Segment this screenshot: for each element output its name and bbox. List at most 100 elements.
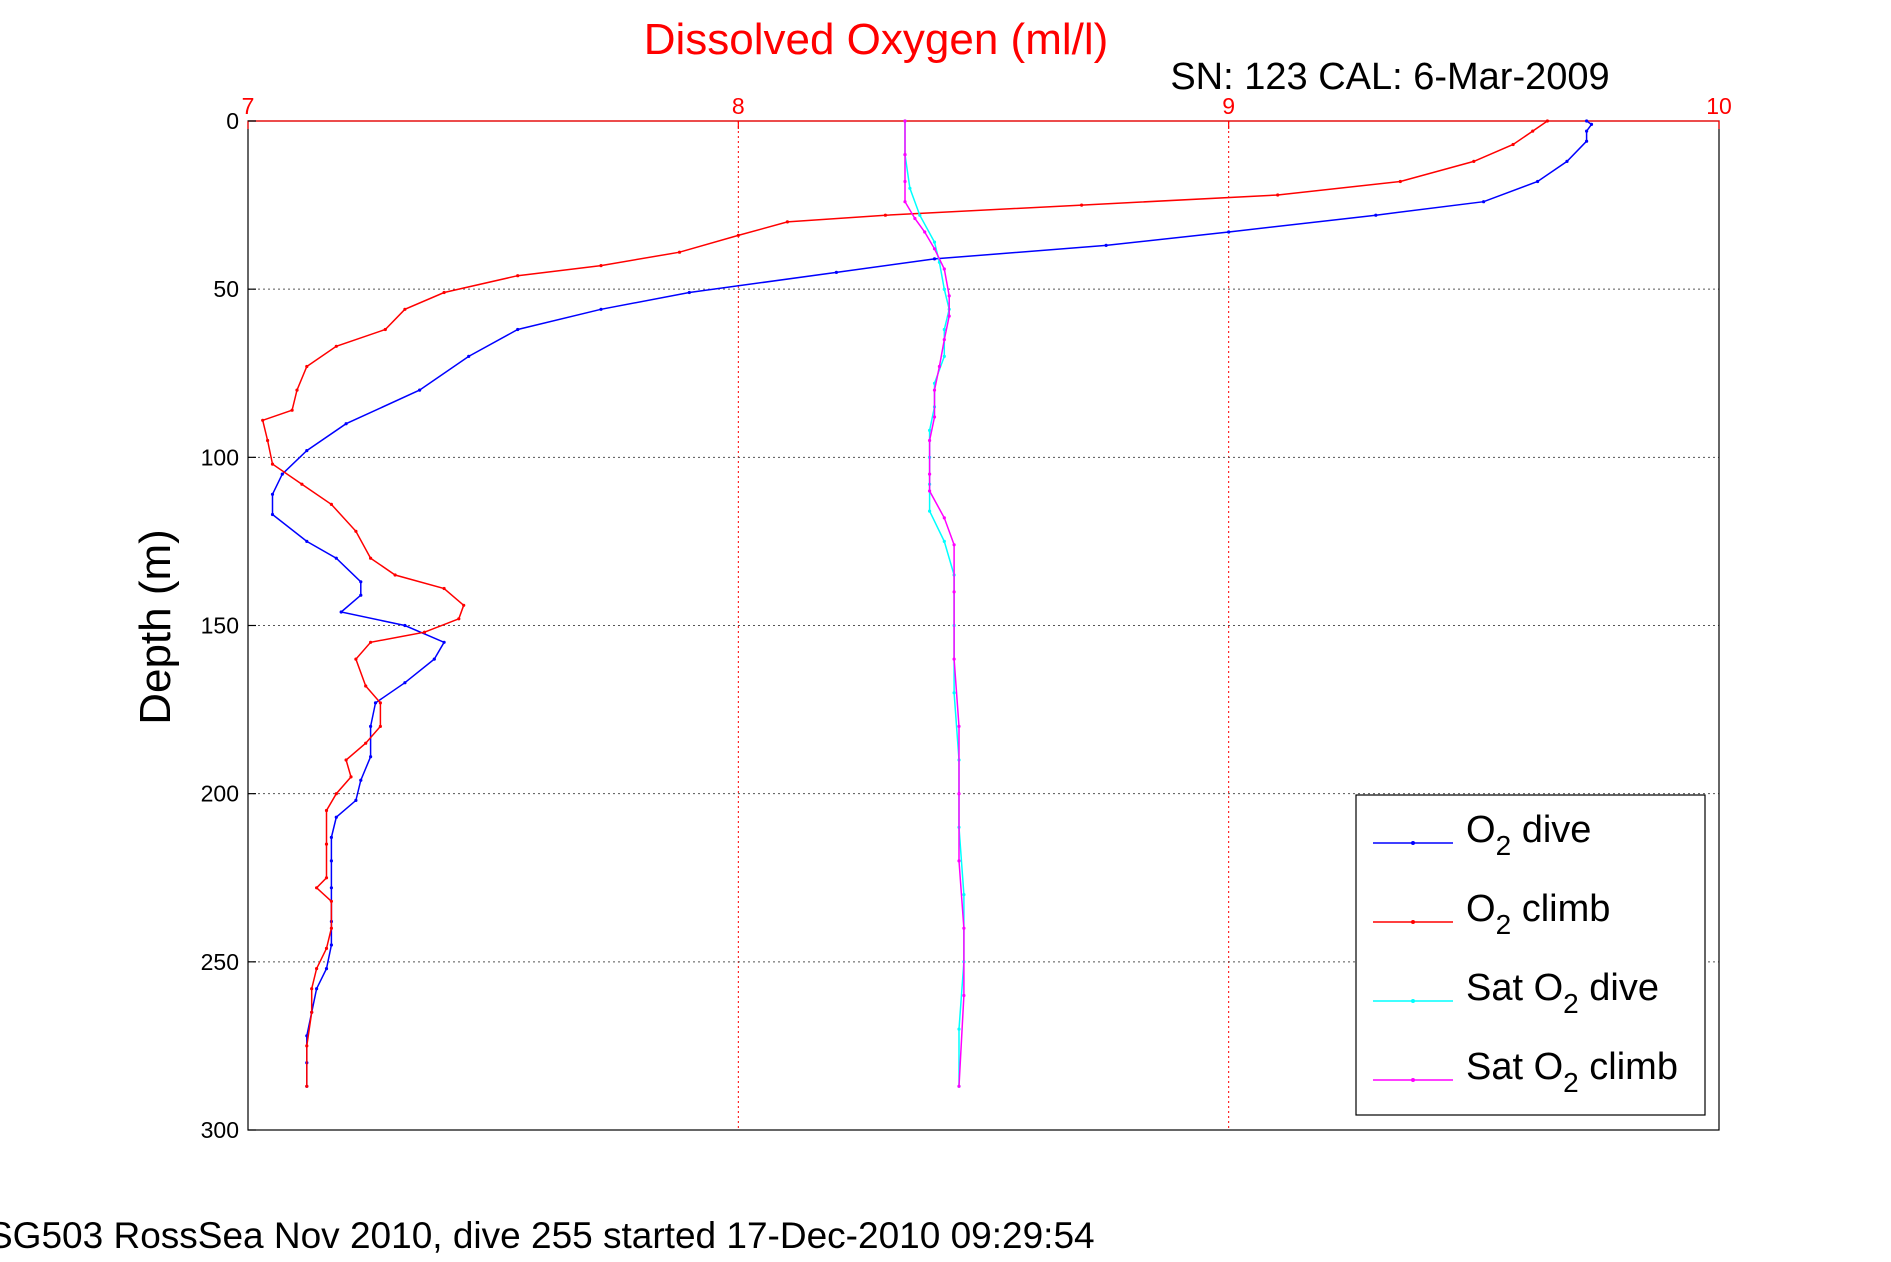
data-point [329,859,333,863]
data-point [467,354,471,358]
data-point [310,987,314,991]
data-point [942,338,946,342]
data-point [962,893,966,897]
data-point [1482,200,1486,204]
data-point [378,701,382,705]
data-point [957,792,961,796]
data-point [270,492,275,496]
data-point [942,516,946,520]
data-point [908,186,912,190]
data-point [947,294,951,298]
data-point [305,1084,309,1088]
data-point [418,388,422,392]
data-point [300,482,304,486]
data-point [359,580,363,584]
data-point [599,307,603,311]
data-point [928,428,932,432]
data-point [962,926,966,930]
series-3 [903,119,966,1088]
legend-label-rest: dive [1511,809,1591,851]
data-point [903,153,907,157]
data-point [334,815,338,819]
x-tick-label: 10 [1706,93,1732,119]
legend-swatch-marker [1411,841,1415,845]
y-axis-label: Depth (m) [131,529,180,725]
data-point [329,926,333,930]
series-1 [261,119,1549,1088]
chart-subtitle: SN: 123 CAL: 6-Mar-2009 [1170,56,1609,98]
legend-swatch-marker [1411,1078,1415,1082]
data-point [677,250,682,254]
data-point [903,119,907,123]
data-point [280,472,284,476]
data-point [354,798,358,803]
data-point [1080,203,1084,207]
data-point [383,327,387,332]
data-point [1585,139,1589,143]
data-point [334,556,338,560]
data-point [364,684,368,688]
legend-label: Sat O2 climb [1466,1046,1678,1098]
data-point [942,327,946,332]
x-tick-label: 7 [242,93,255,119]
data-point [928,438,932,443]
data-point [442,640,446,644]
data-point [422,630,427,634]
data-point [354,529,358,533]
data-point [305,364,309,369]
data-point [834,270,839,274]
legend-label: O2 climb [1466,888,1610,940]
legend-label-main: O [1466,888,1496,930]
data-point [947,314,951,318]
data-point [903,200,907,204]
data-point [339,610,343,614]
data-point [1276,193,1280,197]
data-point [261,418,265,422]
data-point [883,213,888,217]
data-point [349,775,353,779]
data-point [1511,142,1515,147]
data-point [324,842,329,846]
legend-box [1355,794,1706,1116]
data-point [962,993,966,998]
data-point [1472,159,1476,163]
data-point [378,724,382,729]
data-point [913,216,917,221]
legend-swatch-marker [1411,999,1415,1003]
data-point [687,290,691,295]
data-point [315,987,319,991]
data-point [516,327,520,332]
legend-label-rest: climb [1511,888,1610,930]
data-point [403,681,407,685]
data-point [952,543,956,547]
data-point [403,623,407,628]
data-point [324,946,329,951]
data-point [369,755,373,759]
data-point [942,287,946,291]
x-tick-label: 8 [732,93,745,119]
data-point [952,590,956,594]
data-point [932,388,937,392]
data-point [344,422,348,426]
data-point [903,179,907,184]
data-point [329,835,333,840]
data-point [290,408,294,412]
data-point [928,489,932,493]
data-point [334,344,338,348]
data-point [937,364,942,369]
data-point [942,354,946,358]
data-point [932,257,937,261]
data-point [359,778,363,782]
legend-label-rest: dive [1579,967,1659,1009]
data-point [516,274,520,278]
data-point [785,220,790,224]
data-point [599,264,603,268]
data-point [329,502,333,506]
x-tick-label: 9 [1222,93,1235,119]
data-point [1536,179,1540,184]
data-point [432,657,436,661]
data-point [1545,119,1549,123]
